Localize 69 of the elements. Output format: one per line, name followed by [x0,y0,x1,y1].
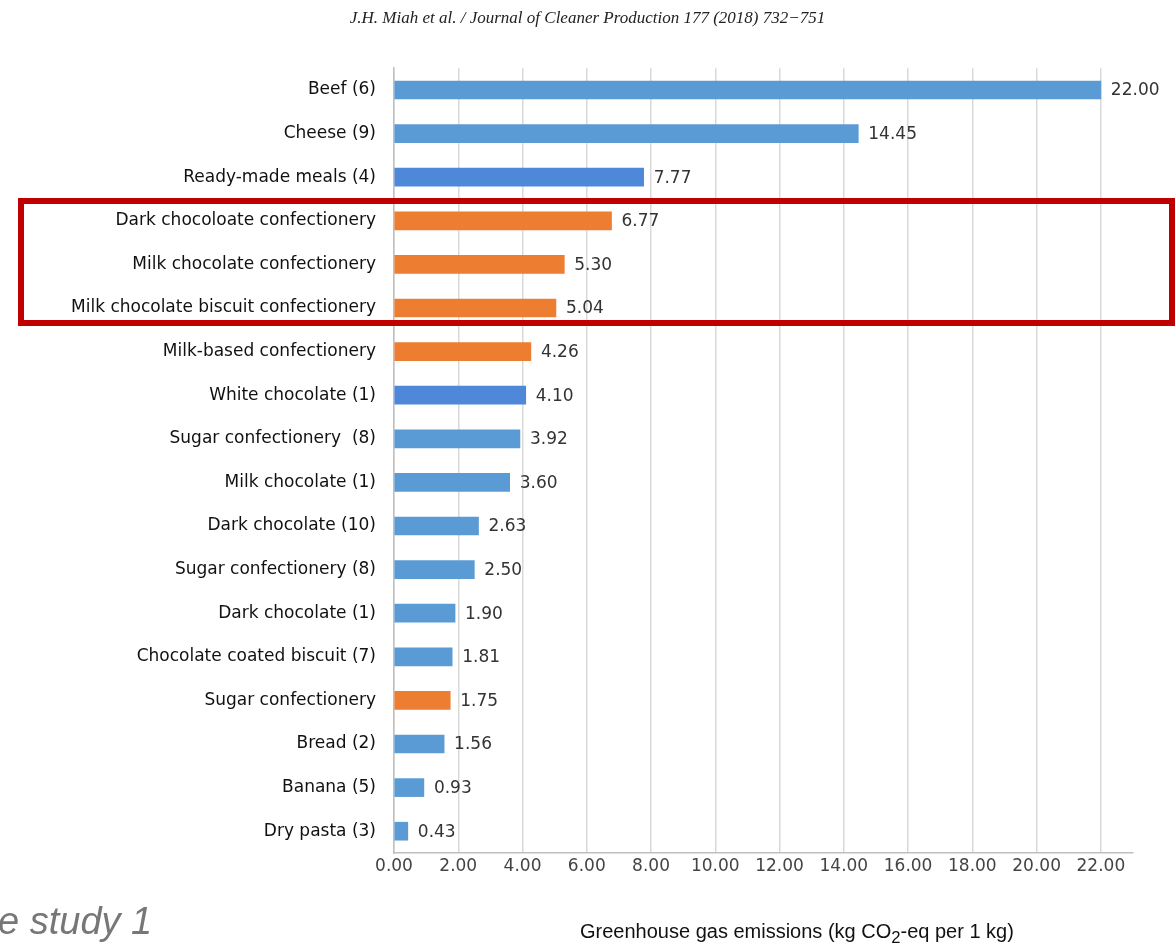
x-tick-label: 12.00 [755,854,804,875]
y-tick-label: Dark chocolate (1) [218,601,376,622]
y-tick-label: Cheese (9) [283,122,376,143]
bar [394,298,557,318]
x-tick-label: 10.00 [690,854,740,875]
x-tick-label: 6.00 [567,854,606,875]
x-tick-label: 16.00 [883,854,933,875]
data-label: 1.90 [465,602,503,623]
bar [394,473,510,492]
data-label: 3.60 [519,471,558,492]
y-tick-label: Milk-based confectionery [162,340,376,361]
bar [394,734,445,754]
data-label: 3.92 [529,428,568,449]
text: e study 1 [0,900,153,943]
text: J.H. Miah et al. / Journal of Cleaner Production 177 (2018) 732−751 [348,8,827,28]
bar [394,255,565,274]
bar [394,80,1102,100]
data-label: 1.75 [460,689,499,710]
bar [394,429,521,449]
data-label: 22.00 [1110,79,1160,100]
data-label: 4.26 [540,341,579,362]
x-tick-label: 22.00 [1076,854,1126,875]
y-tick-label: Beef (6) [307,78,376,99]
bar [394,516,479,536]
bar [394,691,451,710]
data-label: 4.10 [535,384,574,405]
y-tick-label: Dark chocoloate confectionery [115,209,376,230]
data-label: 0.93 [433,777,472,798]
data-label: 0.43 [417,820,456,841]
data-label: 7.77 [653,166,692,187]
x-tick-label: 4.00 [503,854,542,875]
y-tick-label: Banana (5) [282,776,376,797]
bar [394,342,532,361]
bar [394,560,475,579]
bar [394,385,527,405]
y-tick-label: Ready-made meals (4) [183,165,376,186]
bar [394,603,456,623]
y-tick-label: Milk chocolate confectionery [132,252,376,273]
data-label: 14.45 [868,123,917,144]
y-tick-label: White chocolate (1) [209,383,376,404]
y-tick-label: Bread (2) [296,732,376,753]
data-label: 5.04 [565,297,604,318]
y-tick-label: Sugar confectionery [204,688,376,709]
bar [394,167,644,187]
bar [394,647,453,667]
data-label: 2.63 [488,515,527,536]
x-axis-title: Greenhouse gas emissions (kg CO$_{2}$-eq per 1 kg) [580,920,1014,948]
bar [394,211,612,231]
bar [394,124,859,143]
y-tick-label: Dark chocolate (10) [207,514,376,535]
x-tick-label: 2.00 [439,854,478,875]
y-tick-label: Milk chocolate biscuit confectionery [71,296,376,317]
y-tick-label: Sugar confectionery (8) [174,558,376,579]
data-label: 6.77 [621,210,660,231]
x-tick-label: 14.00 [819,854,869,875]
data-label: 2.50 [484,559,523,580]
x-tick-label: 20.00 [1012,854,1061,875]
y-tick-label: Dry pasta (3) [263,819,376,840]
bar [394,778,425,797]
y-tick-label: Sugar confectionery (8) [169,427,376,448]
y-tick-label: Chocolate coated biscuit (7) [136,645,376,666]
x-tick-label: 8.00 [632,854,670,875]
x-tick-label: 18.00 [948,854,997,875]
data-label: 5.30 [574,253,613,274]
data-label: 1.56 [454,733,492,754]
data-label: 1.81 [462,646,501,667]
x-tick-label: 0.00 [375,854,413,875]
y-tick-label: Milk chocolate (1) [224,470,376,491]
bar [394,821,409,841]
